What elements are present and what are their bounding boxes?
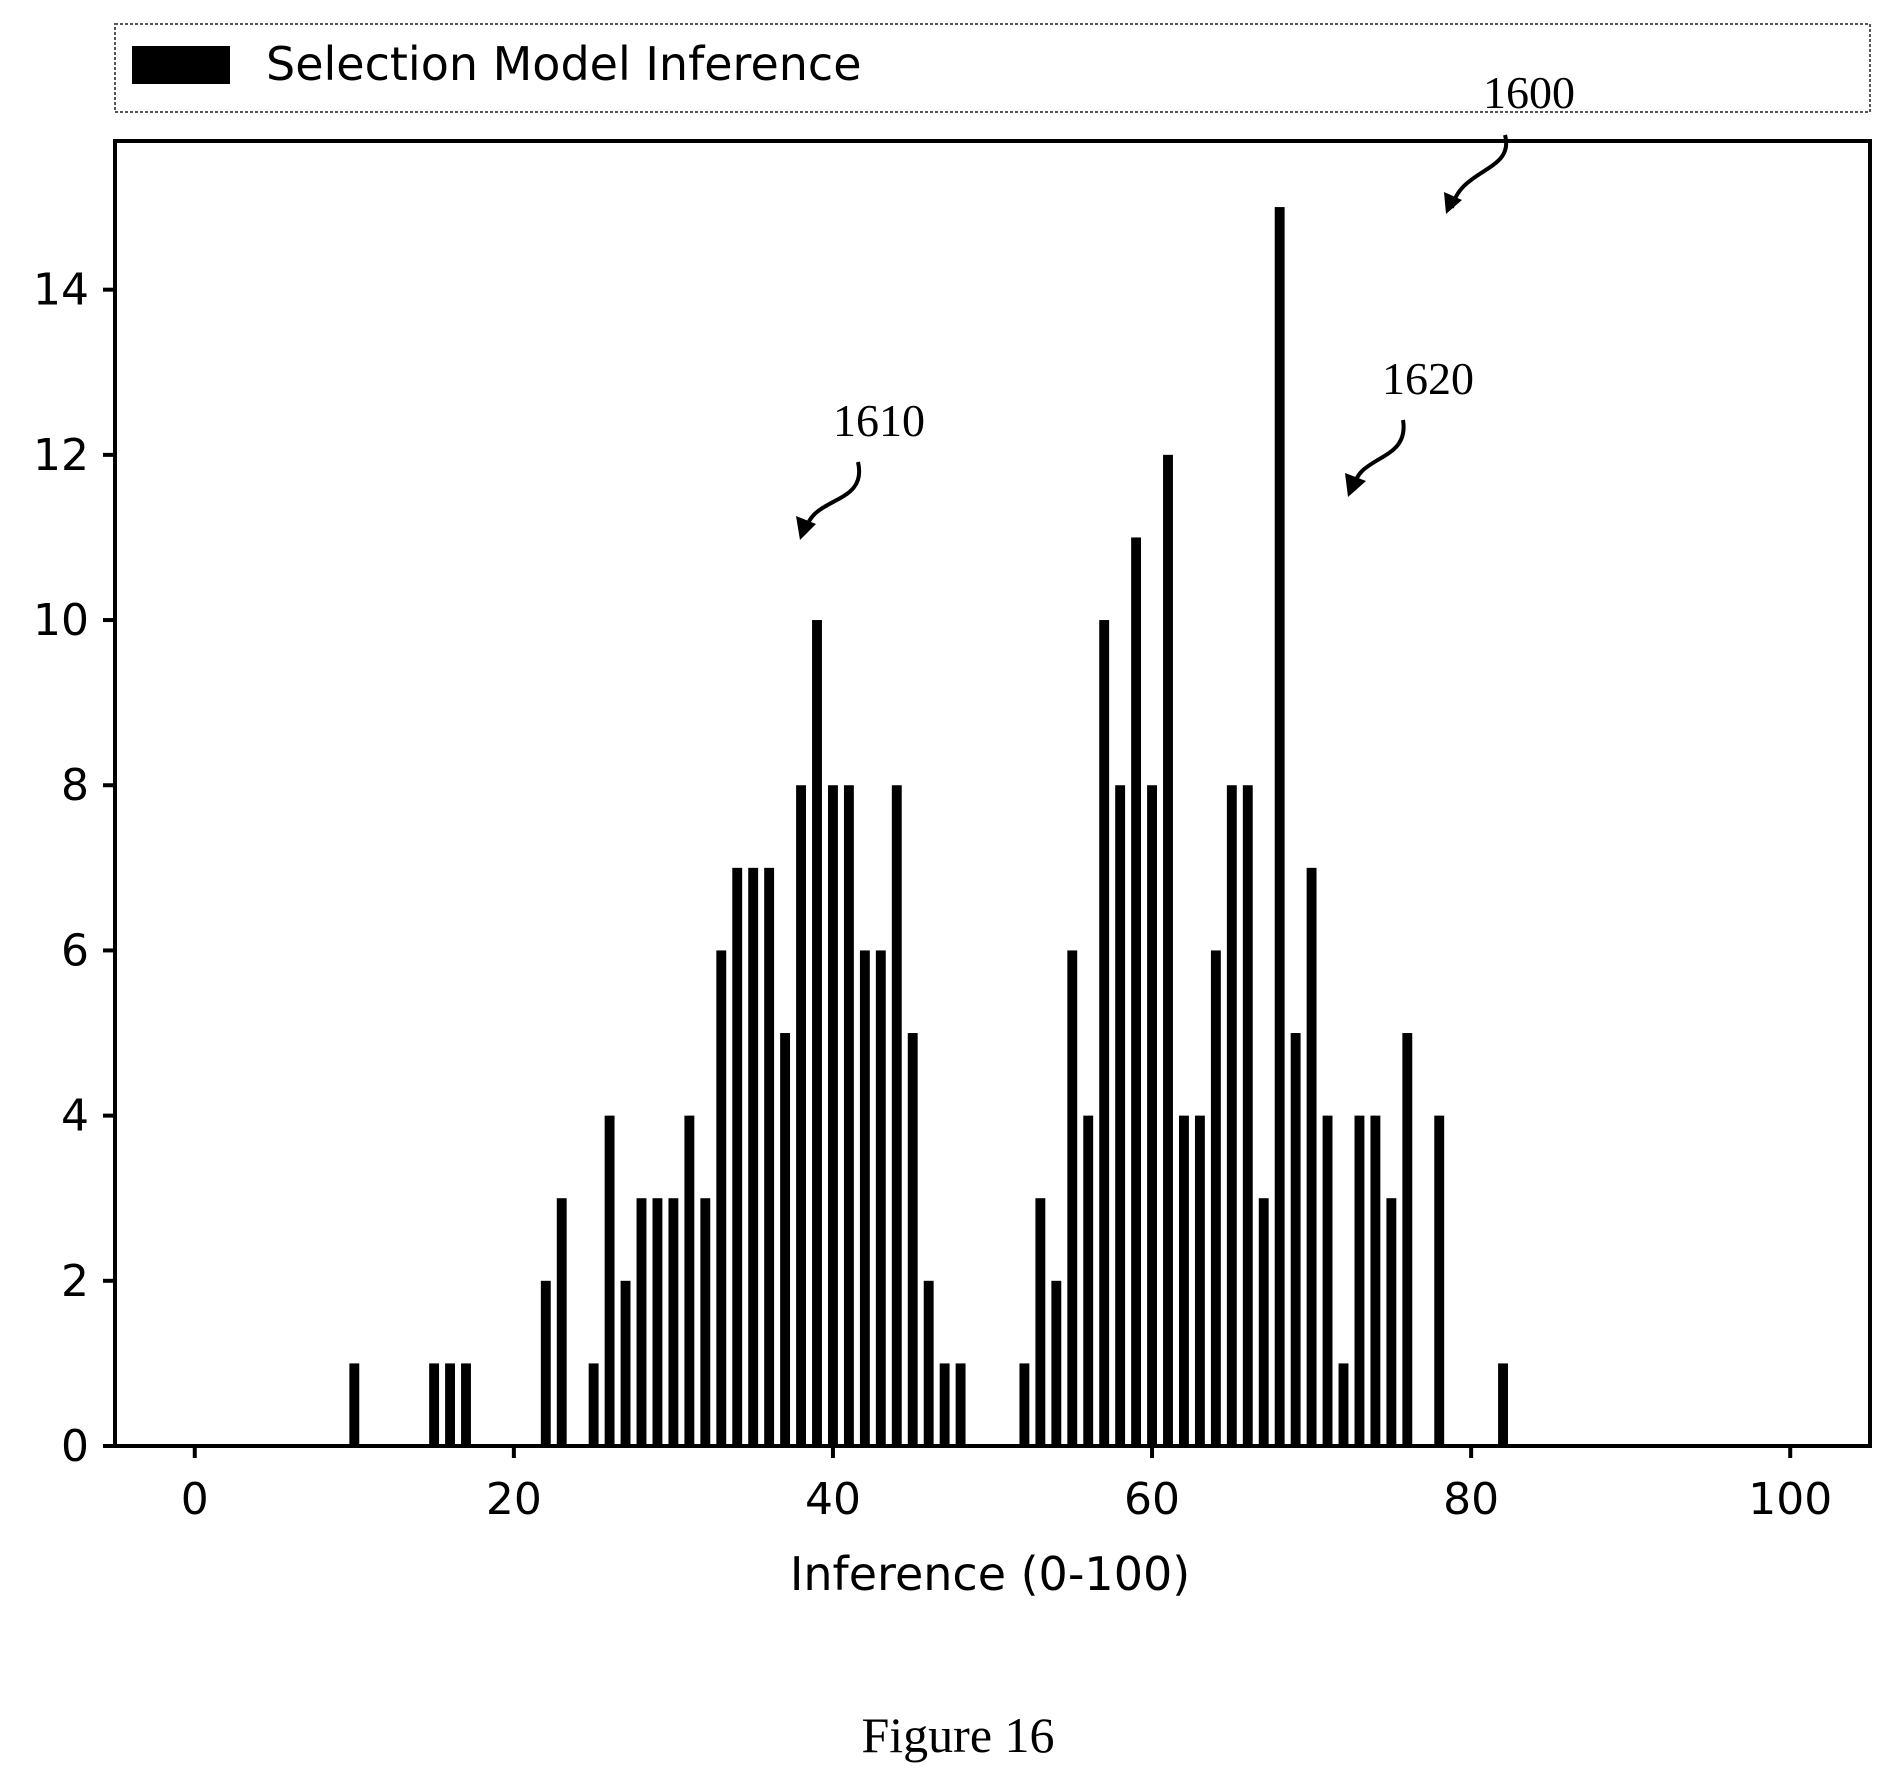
ref-1610-annotation: 1610	[796, 395, 925, 540]
x-tick-label: 20	[486, 1474, 542, 1525]
y-tick-label: 2	[61, 1256, 89, 1307]
bar	[1179, 1115, 1189, 1446]
x-tick-label: 40	[805, 1474, 861, 1525]
bar	[1322, 1115, 1333, 1446]
bar	[891, 785, 902, 1446]
y-tick-label: 6	[61, 925, 89, 976]
ref-arrowhead-1620	[1345, 473, 1366, 497]
bar	[461, 1363, 471, 1446]
plot-frame	[113, 139, 1872, 1448]
bar	[1083, 1115, 1094, 1446]
bar	[1498, 1363, 1508, 1446]
x-tick-label: 80	[1443, 1474, 1499, 1525]
x-tick-label: 100	[1748, 1474, 1832, 1525]
bar	[1035, 1198, 1046, 1446]
bar	[1163, 454, 1173, 1446]
bar	[1194, 1115, 1205, 1446]
y-axis-ticks: 0 2 4 6 8 10 12 14	[33, 265, 115, 1472]
bar	[875, 950, 886, 1446]
ref-label-1610: 1610	[833, 395, 925, 446]
y-tick-label: 4	[61, 1091, 89, 1142]
bar	[668, 1198, 679, 1446]
bar	[604, 1115, 615, 1446]
bar	[1242, 785, 1253, 1446]
bar	[1386, 1198, 1397, 1446]
x-tick-label: 60	[1124, 1474, 1180, 1525]
bar	[828, 785, 838, 1446]
legend-label: Selection Model Inference	[266, 37, 862, 91]
bar	[556, 1198, 567, 1446]
ref-arrowhead-1610	[796, 516, 816, 540]
bar	[716, 950, 727, 1446]
y-tick-label: 12	[33, 430, 89, 481]
bar	[445, 1363, 455, 1446]
bar	[652, 1198, 663, 1446]
figure-caption: Figure 16	[861, 1707, 1054, 1763]
bar-series	[349, 207, 1508, 1447]
bar	[1434, 1115, 1445, 1446]
ref-1620-annotation: 1620	[1345, 353, 1474, 497]
bar	[1051, 1280, 1062, 1446]
bar	[859, 950, 870, 1446]
bar	[1354, 1115, 1365, 1446]
ref-label-1600: 1600	[1483, 67, 1575, 118]
bar	[1226, 785, 1237, 1446]
ref-arrowhead-1600	[1444, 192, 1462, 214]
bar	[780, 1033, 791, 1446]
x-tick-label: 0	[181, 1474, 209, 1525]
y-tick-label: 14	[33, 265, 89, 316]
bar	[540, 1280, 551, 1446]
legend-swatch	[132, 46, 230, 84]
bar	[812, 620, 822, 1446]
bar	[1115, 785, 1126, 1446]
legend-frame	[114, 23, 1871, 113]
bar	[923, 1280, 934, 1446]
x-axis-label: Inference (0-100)	[790, 1547, 1190, 1601]
x-axis-ticks: 0 20 40 60 80 100	[181, 1446, 1832, 1525]
y-tick-label: 0	[61, 1421, 89, 1472]
bar	[349, 1363, 360, 1446]
bar	[732, 867, 743, 1446]
bar	[939, 1363, 950, 1446]
bar	[796, 785, 806, 1446]
bar	[636, 1198, 647, 1446]
ref-label-1620: 1620	[1382, 353, 1474, 404]
bar	[843, 785, 854, 1446]
bar	[1402, 1033, 1413, 1446]
bar	[1147, 785, 1157, 1446]
ref-arrow-1610	[804, 461, 862, 531]
bar	[907, 1033, 918, 1446]
bar	[1210, 950, 1221, 1446]
ref-arrow-1620	[1352, 419, 1406, 489]
y-tick-label: 8	[61, 760, 89, 811]
bar	[1019, 1363, 1030, 1446]
bar	[955, 1363, 966, 1446]
bar	[1099, 620, 1110, 1446]
bar	[764, 867, 775, 1446]
bar	[1370, 1115, 1381, 1446]
bar	[684, 1115, 695, 1446]
bar	[1338, 1363, 1349, 1446]
ref-arrow-1600	[1450, 134, 1509, 209]
bar	[429, 1363, 440, 1446]
ref-1600-annotation: 1600	[1444, 67, 1575, 214]
bar	[748, 867, 759, 1446]
bar	[1131, 537, 1142, 1446]
bar	[1274, 207, 1285, 1447]
bar	[1258, 1198, 1269, 1446]
bar	[1067, 950, 1078, 1446]
bar	[700, 1198, 711, 1446]
bar	[588, 1363, 599, 1446]
bar	[1306, 867, 1317, 1446]
legend: Selection Model Inference	[114, 23, 1871, 113]
bar	[620, 1280, 631, 1446]
bar	[1290, 1033, 1301, 1446]
y-tick-label: 10	[33, 595, 89, 646]
